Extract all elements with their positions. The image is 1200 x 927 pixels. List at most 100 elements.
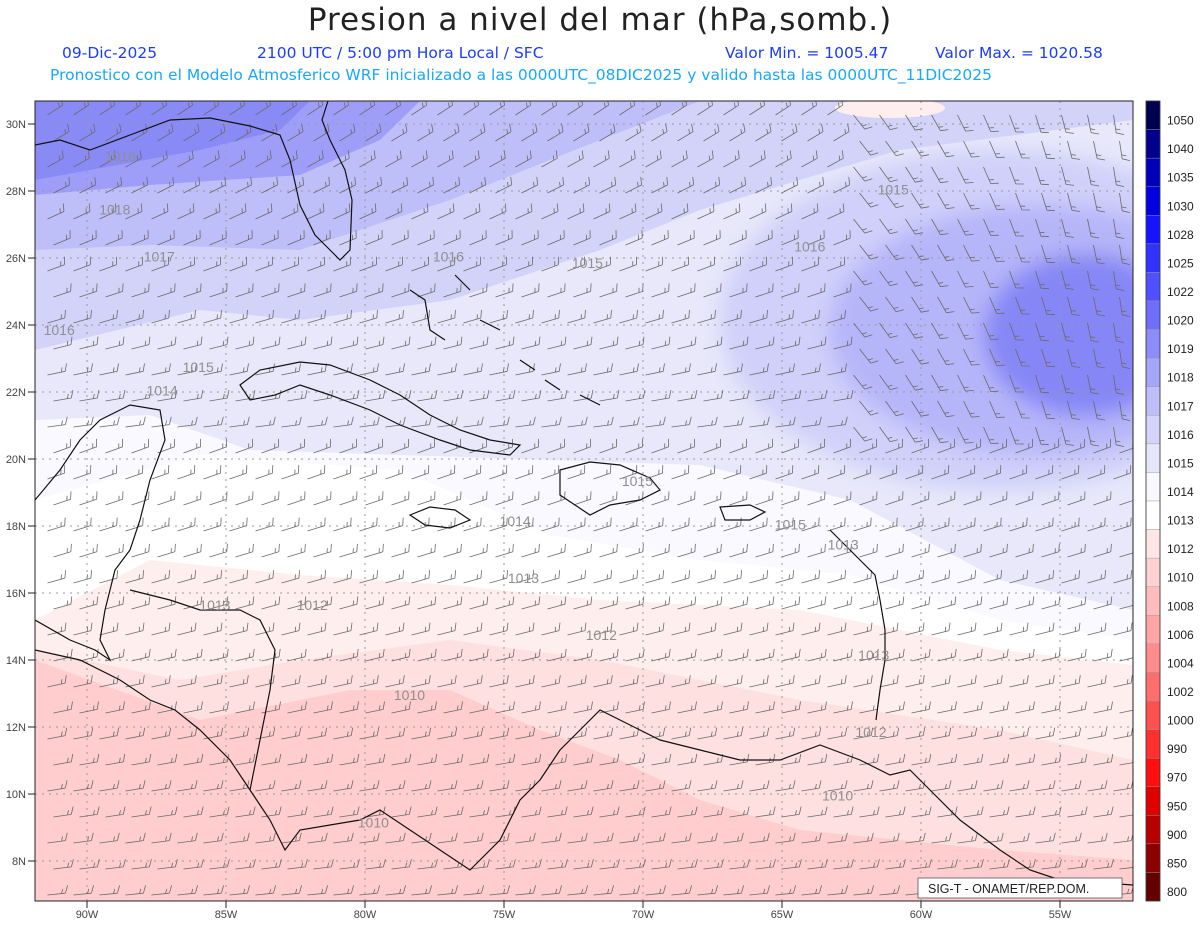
honduras-coast <box>129 589 276 791</box>
lat-tick-label: 18N <box>6 521 26 533</box>
lat-tick-label: 28N <box>6 186 26 198</box>
contour-label: 1010 <box>358 815 389 831</box>
legend-level: 1015 <box>1167 456 1194 470</box>
contour-label: 1015 <box>183 359 214 375</box>
legend-swatch <box>1145 586 1161 616</box>
lat-tick-label: 30N <box>6 119 26 131</box>
legend-swatch <box>1145 529 1161 559</box>
map-title: Presion a nivel del mar (hPa,somb.) <box>307 2 893 38</box>
valid-time: 2100 UTC / 5:00 pm Hora Local / SFC <box>257 44 544 62</box>
legend-swatch <box>1145 443 1161 473</box>
jamaica <box>408 506 472 529</box>
contour-label: 1016 <box>794 238 825 254</box>
legend-swatch <box>1145 415 1161 445</box>
contour-label: 1014 <box>146 382 177 398</box>
legend-level: 850 <box>1167 856 1187 870</box>
legend-swatch <box>1145 643 1161 673</box>
legend-level: 950 <box>1167 799 1187 813</box>
legend-swatch <box>1145 472 1161 502</box>
wind-barbs <box>47 101 1133 896</box>
contour-label: 1015 <box>775 516 806 532</box>
legend-swatch <box>1145 357 1161 387</box>
legend-level: 1012 <box>1167 542 1194 556</box>
forecast-info: Pronostico con el Modelo Atmosferico WRF… <box>50 66 992 84</box>
legend-swatch <box>1145 300 1161 330</box>
legend-swatch <box>1145 386 1161 416</box>
legend-swatch <box>1145 243 1161 273</box>
legend-swatch <box>1145 615 1161 645</box>
credit-box: SIG-T - ONAMET/REP.DOM. <box>917 877 1123 899</box>
contour-label: 1013 <box>199 597 230 613</box>
lat-tick-label: 24N <box>6 320 26 332</box>
legend-swatch <box>1145 100 1161 130</box>
valid-date: 09-Dic-2025 <box>62 44 158 62</box>
legend-level: 1008 <box>1167 599 1194 613</box>
contour-label: 1018 <box>99 201 130 217</box>
contour-label: 1012 <box>297 597 328 613</box>
wind-barb-field <box>47 101 1133 896</box>
legend-level: 1002 <box>1167 685 1194 699</box>
contour-label: 1012 <box>855 724 886 740</box>
lon-tick-label: 60W <box>910 909 933 921</box>
lon-tick-label: 55W <box>1049 909 1072 921</box>
legend-level: 1006 <box>1167 628 1194 642</box>
lat-tick-label: 16N <box>6 588 26 600</box>
legend-level: 1013 <box>1167 514 1194 528</box>
legend-level: 800 <box>1167 885 1187 899</box>
legend-swatch <box>1145 786 1161 816</box>
contour-label: 1014 <box>500 513 531 529</box>
legend-level: 1000 <box>1167 714 1194 728</box>
cuba <box>239 361 522 456</box>
contour-label: 1012 <box>586 627 617 643</box>
legend-level: 1022 <box>1167 285 1194 299</box>
legend-level: 1017 <box>1167 399 1194 413</box>
legend-swatch <box>1145 157 1161 187</box>
legend-swatch <box>1145 329 1161 359</box>
contour-label: 1016 <box>44 322 75 338</box>
legend-level: 1028 <box>1167 228 1194 242</box>
lon-tick-label: 75W <box>493 909 516 921</box>
lon-tick-label: 80W <box>354 909 377 921</box>
hispaniola <box>559 461 661 516</box>
contour-labels: 1018 1018 1017 1016 1016 1015 1015 1014 1016 1015… <box>44 148 909 831</box>
contour-label: 1010 <box>822 788 853 804</box>
lon-tick-label: 65W <box>771 909 794 921</box>
color-legend: 1050 1040 1035 1030 1028 1025 1022 1020 1019 1018… <box>1145 100 1194 902</box>
max-value: Valor Max. = 1020.58 <box>935 44 1103 62</box>
legend-level: 1004 <box>1167 656 1194 670</box>
lat-lon-grid <box>35 101 1133 901</box>
lon-tick-label: 85W <box>215 909 238 921</box>
contour-label: 1018 <box>105 148 136 164</box>
legend-level: 1050 <box>1167 114 1194 128</box>
legend-level: 990 <box>1167 742 1187 756</box>
legend-level: 1010 <box>1167 571 1194 585</box>
legend-level: 1035 <box>1167 171 1194 185</box>
lat-tick-label: 8N <box>12 856 26 868</box>
lesser-antilles <box>829 529 886 721</box>
legend-swatch <box>1145 557 1161 587</box>
legend-swatch <box>1145 729 1161 759</box>
pressure-shading <box>35 101 1133 901</box>
lat-tick-label: 14N <box>6 655 26 667</box>
legend-level: 970 <box>1167 771 1187 785</box>
puerto-rico <box>719 504 767 521</box>
lat-tick-label: 22N <box>6 387 26 399</box>
legend-level: 900 <box>1167 828 1187 842</box>
legend-swatch <box>1145 872 1161 902</box>
legend-swatch <box>1145 700 1161 730</box>
us-gulf-coast <box>35 101 353 261</box>
legend-swatch <box>1145 129 1161 159</box>
legend-level: 1040 <box>1167 142 1194 156</box>
yucatan-mexico <box>35 404 166 662</box>
contour-label: 1013 <box>858 647 889 663</box>
central-america <box>35 649 541 871</box>
contour-label: 1013 <box>508 570 539 586</box>
min-value: Valor Min. = 1005.47 <box>725 44 889 62</box>
contour-label: 1015 <box>878 181 909 197</box>
legend-swatch <box>1145 186 1161 216</box>
south-america <box>539 709 1133 886</box>
map-frame <box>34 100 1134 902</box>
legend-level: 1018 <box>1167 371 1194 385</box>
lat-tick-label: 26N <box>6 253 26 265</box>
